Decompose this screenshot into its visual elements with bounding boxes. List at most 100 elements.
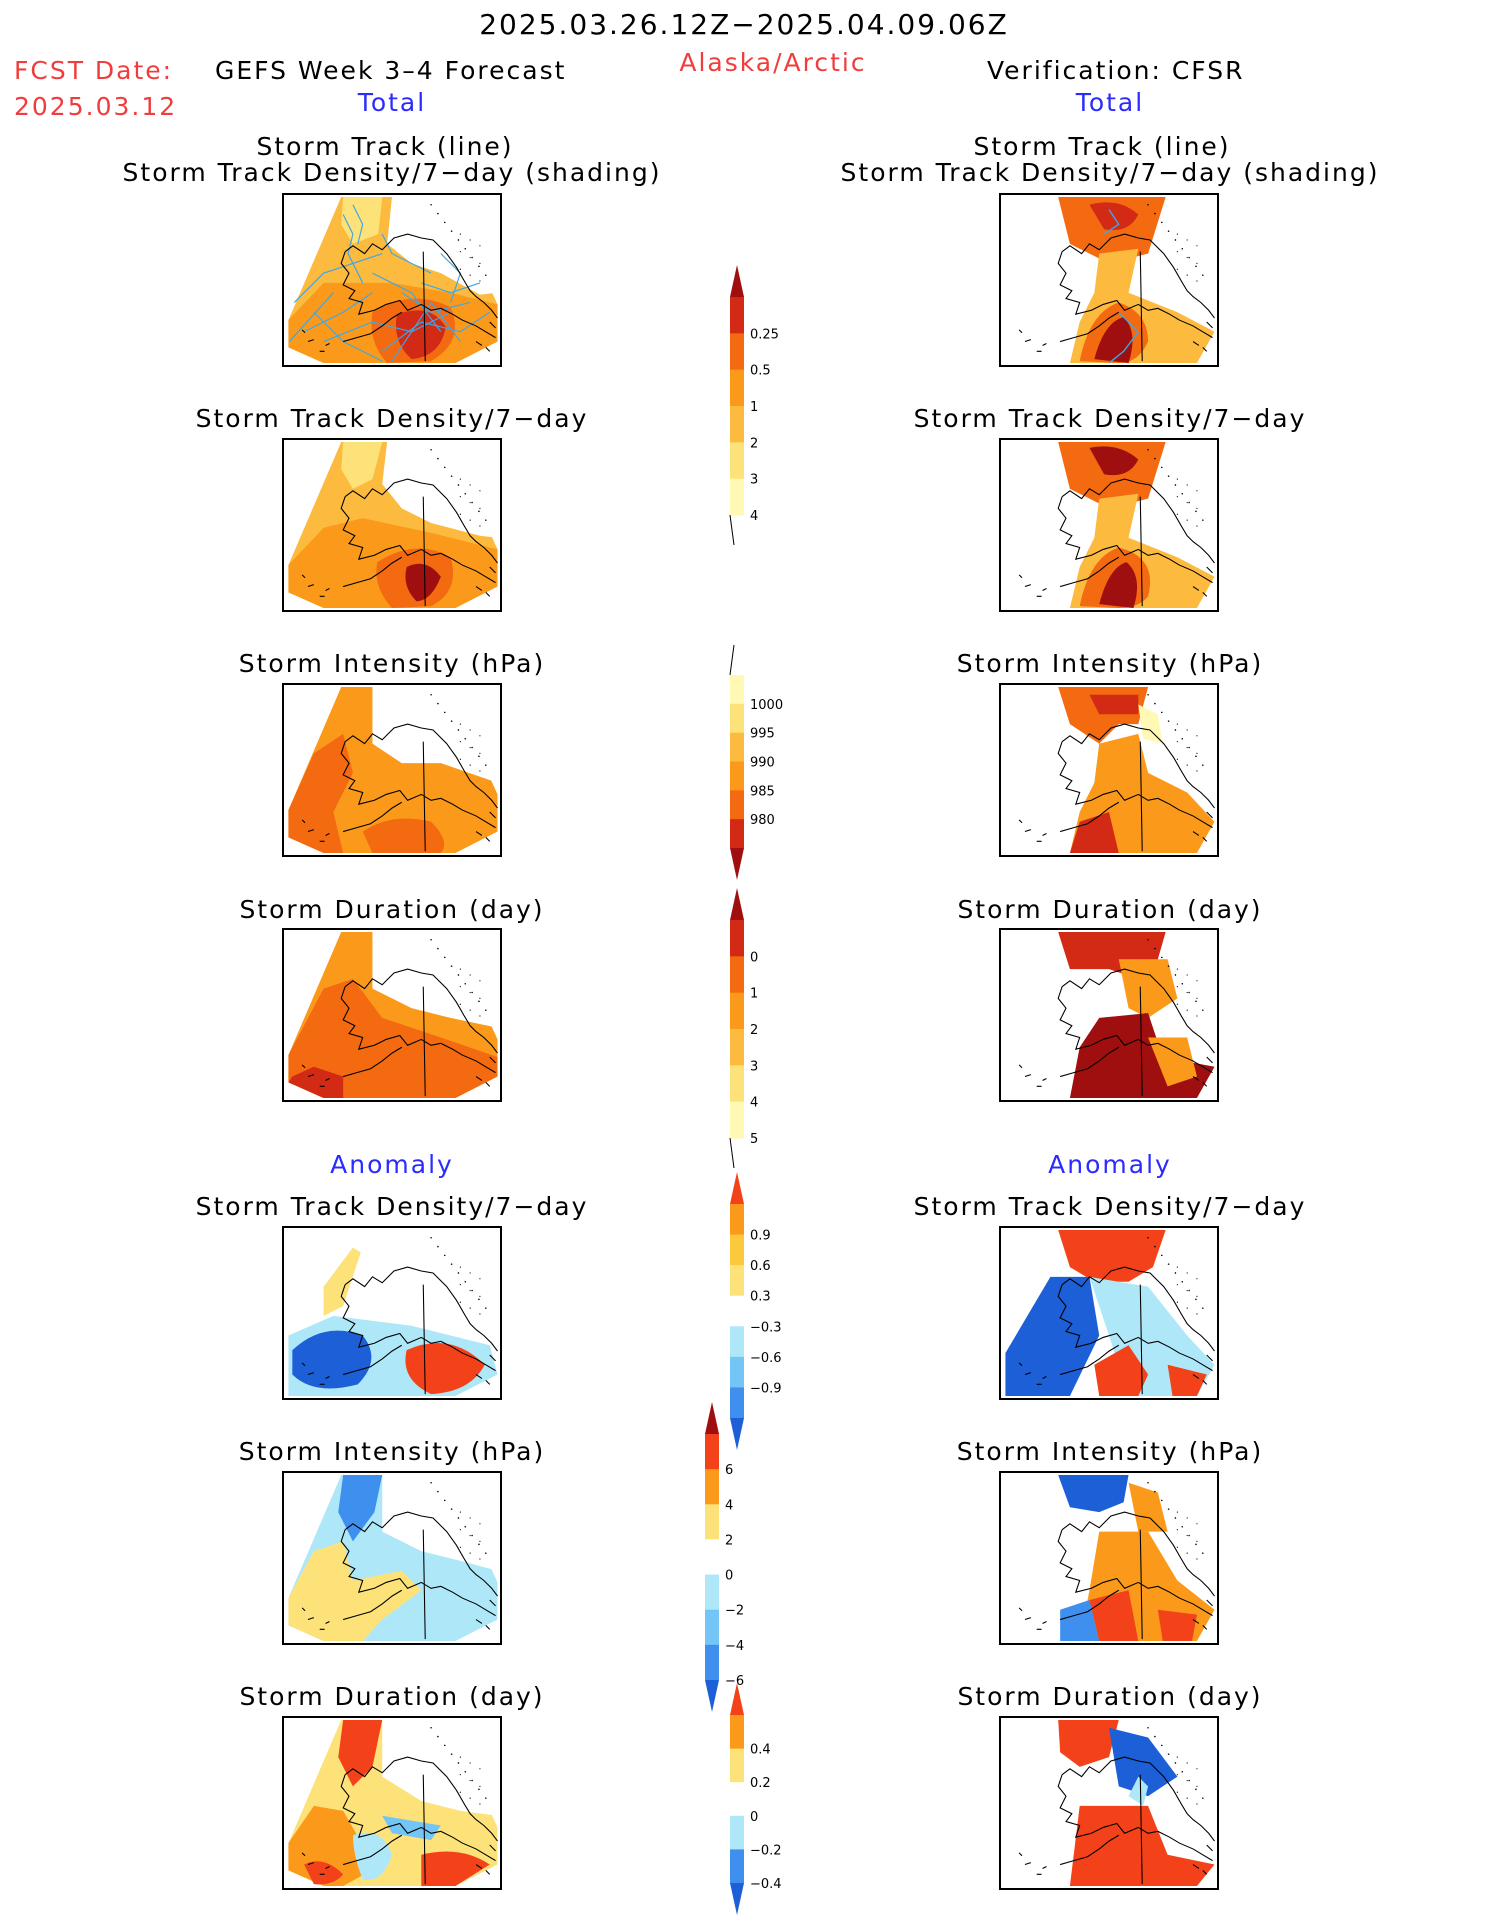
coastline-west [1057, 496, 1213, 584]
map-left-density [282, 438, 502, 612]
coastline-west [1057, 251, 1213, 339]
track-line [303, 292, 373, 333]
colorbar-tail [729, 644, 735, 676]
colorbar-tick-label: 0.2 [750, 1776, 771, 1791]
colorbar-tick-label: 0.25 [750, 327, 779, 342]
islands [1018, 1056, 1213, 1087]
left-track-shading-title: Storm Track Density/7−day (shading) [122, 158, 662, 187]
colorbar-anom-duration: 0.4 0.2 0 −0.2 −0.4 [720, 1683, 782, 1919]
coastline-north [344, 1511, 498, 1597]
colorbar-arrow-top [730, 888, 744, 920]
colorbar-tick-label: 990 [750, 756, 775, 771]
colorbar-segment [730, 761, 744, 791]
colorbar-segment [705, 1504, 719, 1540]
islands [301, 811, 496, 842]
coastline-north [344, 1266, 498, 1352]
no-data-region [387, 196, 498, 295]
islands [301, 566, 496, 597]
colorbar-tick-label: 5 [750, 1132, 758, 1147]
right-column-title: Verification: CFSR [987, 56, 1245, 85]
colorbar-tick-label: 0 [750, 1810, 758, 1825]
grid-dots [1147, 1236, 1204, 1315]
grid-dots [430, 448, 487, 527]
no-data-region [382, 1719, 498, 1816]
colorbar-segment [705, 1539, 719, 1576]
colorbar-segment [730, 920, 744, 957]
islands [1018, 1354, 1213, 1385]
shade-region [1148, 1037, 1197, 1087]
colorbar-segment [730, 1748, 744, 1783]
map-left-anom-density [282, 1226, 502, 1400]
shade-region [338, 1719, 383, 1787]
coastline-west [340, 741, 496, 829]
colorbar-segment [730, 956, 744, 994]
map-left-track [282, 193, 502, 367]
coastline-north [1061, 968, 1215, 1054]
border-line [422, 986, 426, 1097]
colorbar-tick-label: 6 [725, 1463, 733, 1478]
border-line [422, 1284, 426, 1395]
coastline-north [1061, 233, 1215, 319]
coastline [1018, 233, 1215, 362]
colorbar-arrow-top [730, 265, 744, 297]
border-line [422, 251, 426, 362]
right-duration-title: Storm Duration (day) [957, 895, 1263, 924]
islands [1018, 566, 1213, 597]
colorbar-tick-label: −0.9 [750, 1381, 782, 1396]
coastline [1018, 478, 1215, 607]
colorbar-tick-label: 1000 [750, 698, 783, 713]
grid-dots [430, 1236, 487, 1315]
coastline-north [344, 1756, 498, 1842]
islands [1018, 321, 1213, 352]
coastline-west [340, 1529, 496, 1617]
coastline [301, 478, 498, 607]
border-line [1139, 251, 1143, 362]
colorbar-segment [730, 992, 744, 1030]
left-density-title: Storm Track Density/7−day [195, 404, 589, 433]
coastline [1018, 968, 1215, 1097]
colorbar-tick-label: 3 [750, 1059, 758, 1074]
shade-region [1005, 1276, 1100, 1397]
shade-region [352, 1832, 392, 1880]
coastline [301, 968, 498, 1097]
shade-region [1089, 694, 1139, 715]
colorbar-tick-label: 4 [750, 509, 758, 524]
colorbar-segment [730, 703, 744, 734]
left-anom-density-title: Storm Track Density/7−day [195, 1192, 589, 1221]
left-intensity-title: Storm Intensity (hPa) [238, 649, 546, 678]
colorbar-segment [730, 732, 744, 762]
colorbar-arrow-bottom [730, 1883, 744, 1915]
colorbar-segment [705, 1609, 719, 1646]
coastline-west [1057, 986, 1213, 1074]
shade-region [1099, 562, 1138, 609]
map-left-intensity [282, 683, 502, 857]
right-total-label: Total [1075, 88, 1145, 117]
peninsula [1060, 1344, 1120, 1376]
shade-region [1089, 446, 1139, 476]
colorbar-segment [730, 1715, 744, 1750]
shade-region [288, 978, 498, 1099]
grid-dots [1147, 1726, 1204, 1805]
fcst-date: 2025.03.12 [14, 92, 178, 121]
right-anom-intensity-title: Storm Intensity (hPa) [956, 1437, 1264, 1466]
colorbar-tick-label: 0.5 [750, 364, 771, 379]
colorbar-anom-density: 0.9 0.6 0.3 −0.3 −0.6 −0.9 [720, 1172, 782, 1454]
map-left-anom-duration [282, 1716, 502, 1890]
colorbar-segment [730, 406, 744, 443]
colorbar-anom-intensity: 6 4 2 0 −2 −4 −6 [695, 1402, 755, 1716]
grid-dots [1147, 693, 1204, 772]
colorbar-duration: 0 1 2 3 4 5 [720, 888, 780, 1172]
shade-region [338, 1474, 383, 1542]
colorbar-segment [705, 1574, 719, 1611]
border-line [1139, 1774, 1143, 1885]
shade-region [1128, 1776, 1149, 1806]
border-line [422, 1529, 426, 1640]
shade-region [1094, 1345, 1149, 1397]
border-line [422, 1774, 426, 1885]
peninsula [1060, 1046, 1120, 1078]
coastline [301, 1756, 498, 1885]
shade-region [288, 733, 353, 854]
islands [1018, 1599, 1213, 1630]
coastline [301, 1266, 498, 1395]
colorbar-segment [730, 1295, 744, 1327]
